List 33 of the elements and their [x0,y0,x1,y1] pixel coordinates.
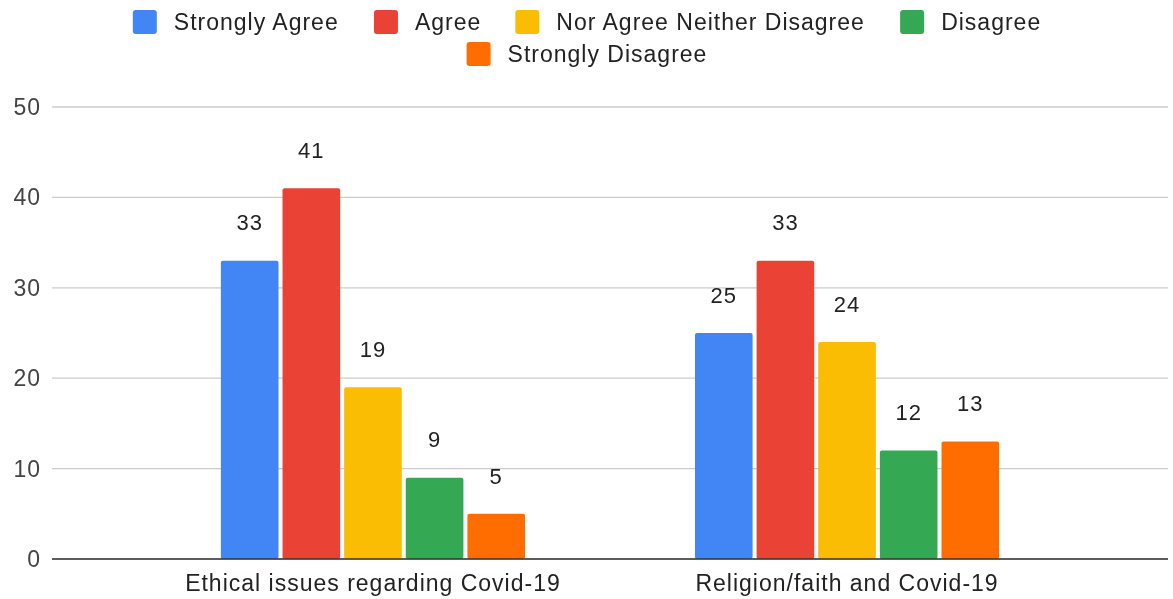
bar [756,260,815,559]
bar [467,513,526,559]
bar [941,441,1000,559]
y-tick-label: 30 [13,274,41,301]
data-label: 13 [957,391,984,417]
x-tick-label: Ethical issues regarding Covid-19 [185,570,561,597]
data-label: 5 [489,463,503,489]
data-label: 19 [359,336,387,362]
bar [344,387,402,559]
legend-label: Agree [414,9,482,36]
legend-label: Nor Agree Neither Disagree [556,9,865,36]
bar [818,342,876,559]
data-label: 33 [236,210,263,236]
bar [282,188,341,559]
x-tick-label: Religion/faith and Covid-19 [695,570,999,597]
data-label: 41 [298,138,325,164]
y-tick-label: 40 [13,184,41,211]
bar [405,477,464,559]
y-tick-label: 20 [13,365,41,392]
legend-label: Strongly Agree [173,9,339,36]
data-label: 25 [710,282,738,308]
data-label: 9 [427,427,442,453]
y-tick-label: 50 [13,94,41,121]
y-tick-label: 10 [13,455,41,482]
bar [879,450,938,559]
data-label: 24 [833,291,861,317]
legend-label: Strongly Disagree [507,41,708,68]
data-label: 12 [895,400,922,426]
y-tick-label: 0 [27,546,41,573]
data-label: 33 [772,210,799,236]
bar [694,333,753,559]
legend-label: Disagree [941,9,1042,36]
bar [220,260,279,559]
